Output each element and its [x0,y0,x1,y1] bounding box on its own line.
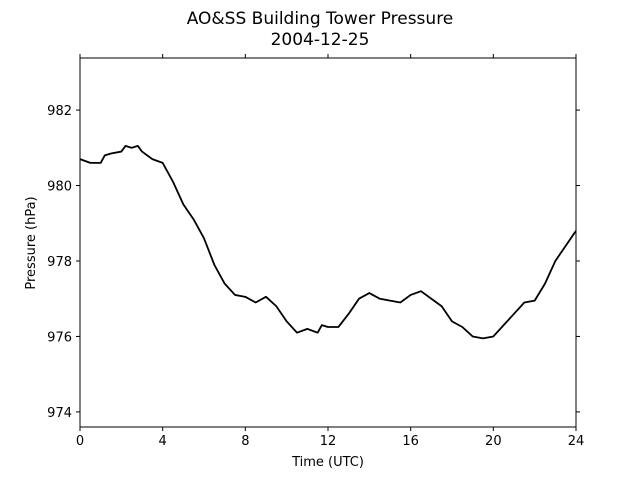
x-tick-label: 16 [402,434,419,449]
chart-title: AO&SS Building Tower Pressure [187,9,454,29]
x-axis-label: Time (UTC) [291,455,364,470]
y-tick-label: 980 [47,180,72,195]
y-tick-label: 976 [47,330,72,345]
x-tick-label: 12 [320,434,337,449]
y-axis-label: Pressure (hPa) [24,196,39,289]
plot-frame [79,57,577,428]
y-tick-label: 978 [47,255,72,270]
x-tick-label: 20 [485,434,502,449]
x-tick-label: 8 [241,434,249,449]
y-tick-label: 974 [47,406,72,421]
y-tick-label: 982 [47,104,72,119]
x-tick-label: 4 [159,434,167,449]
data-line [79,145,577,340]
x-tick-label: 24 [568,434,585,449]
chart-subtitle: 2004-12-25 [271,30,370,50]
x-tick-label: 0 [76,434,84,449]
